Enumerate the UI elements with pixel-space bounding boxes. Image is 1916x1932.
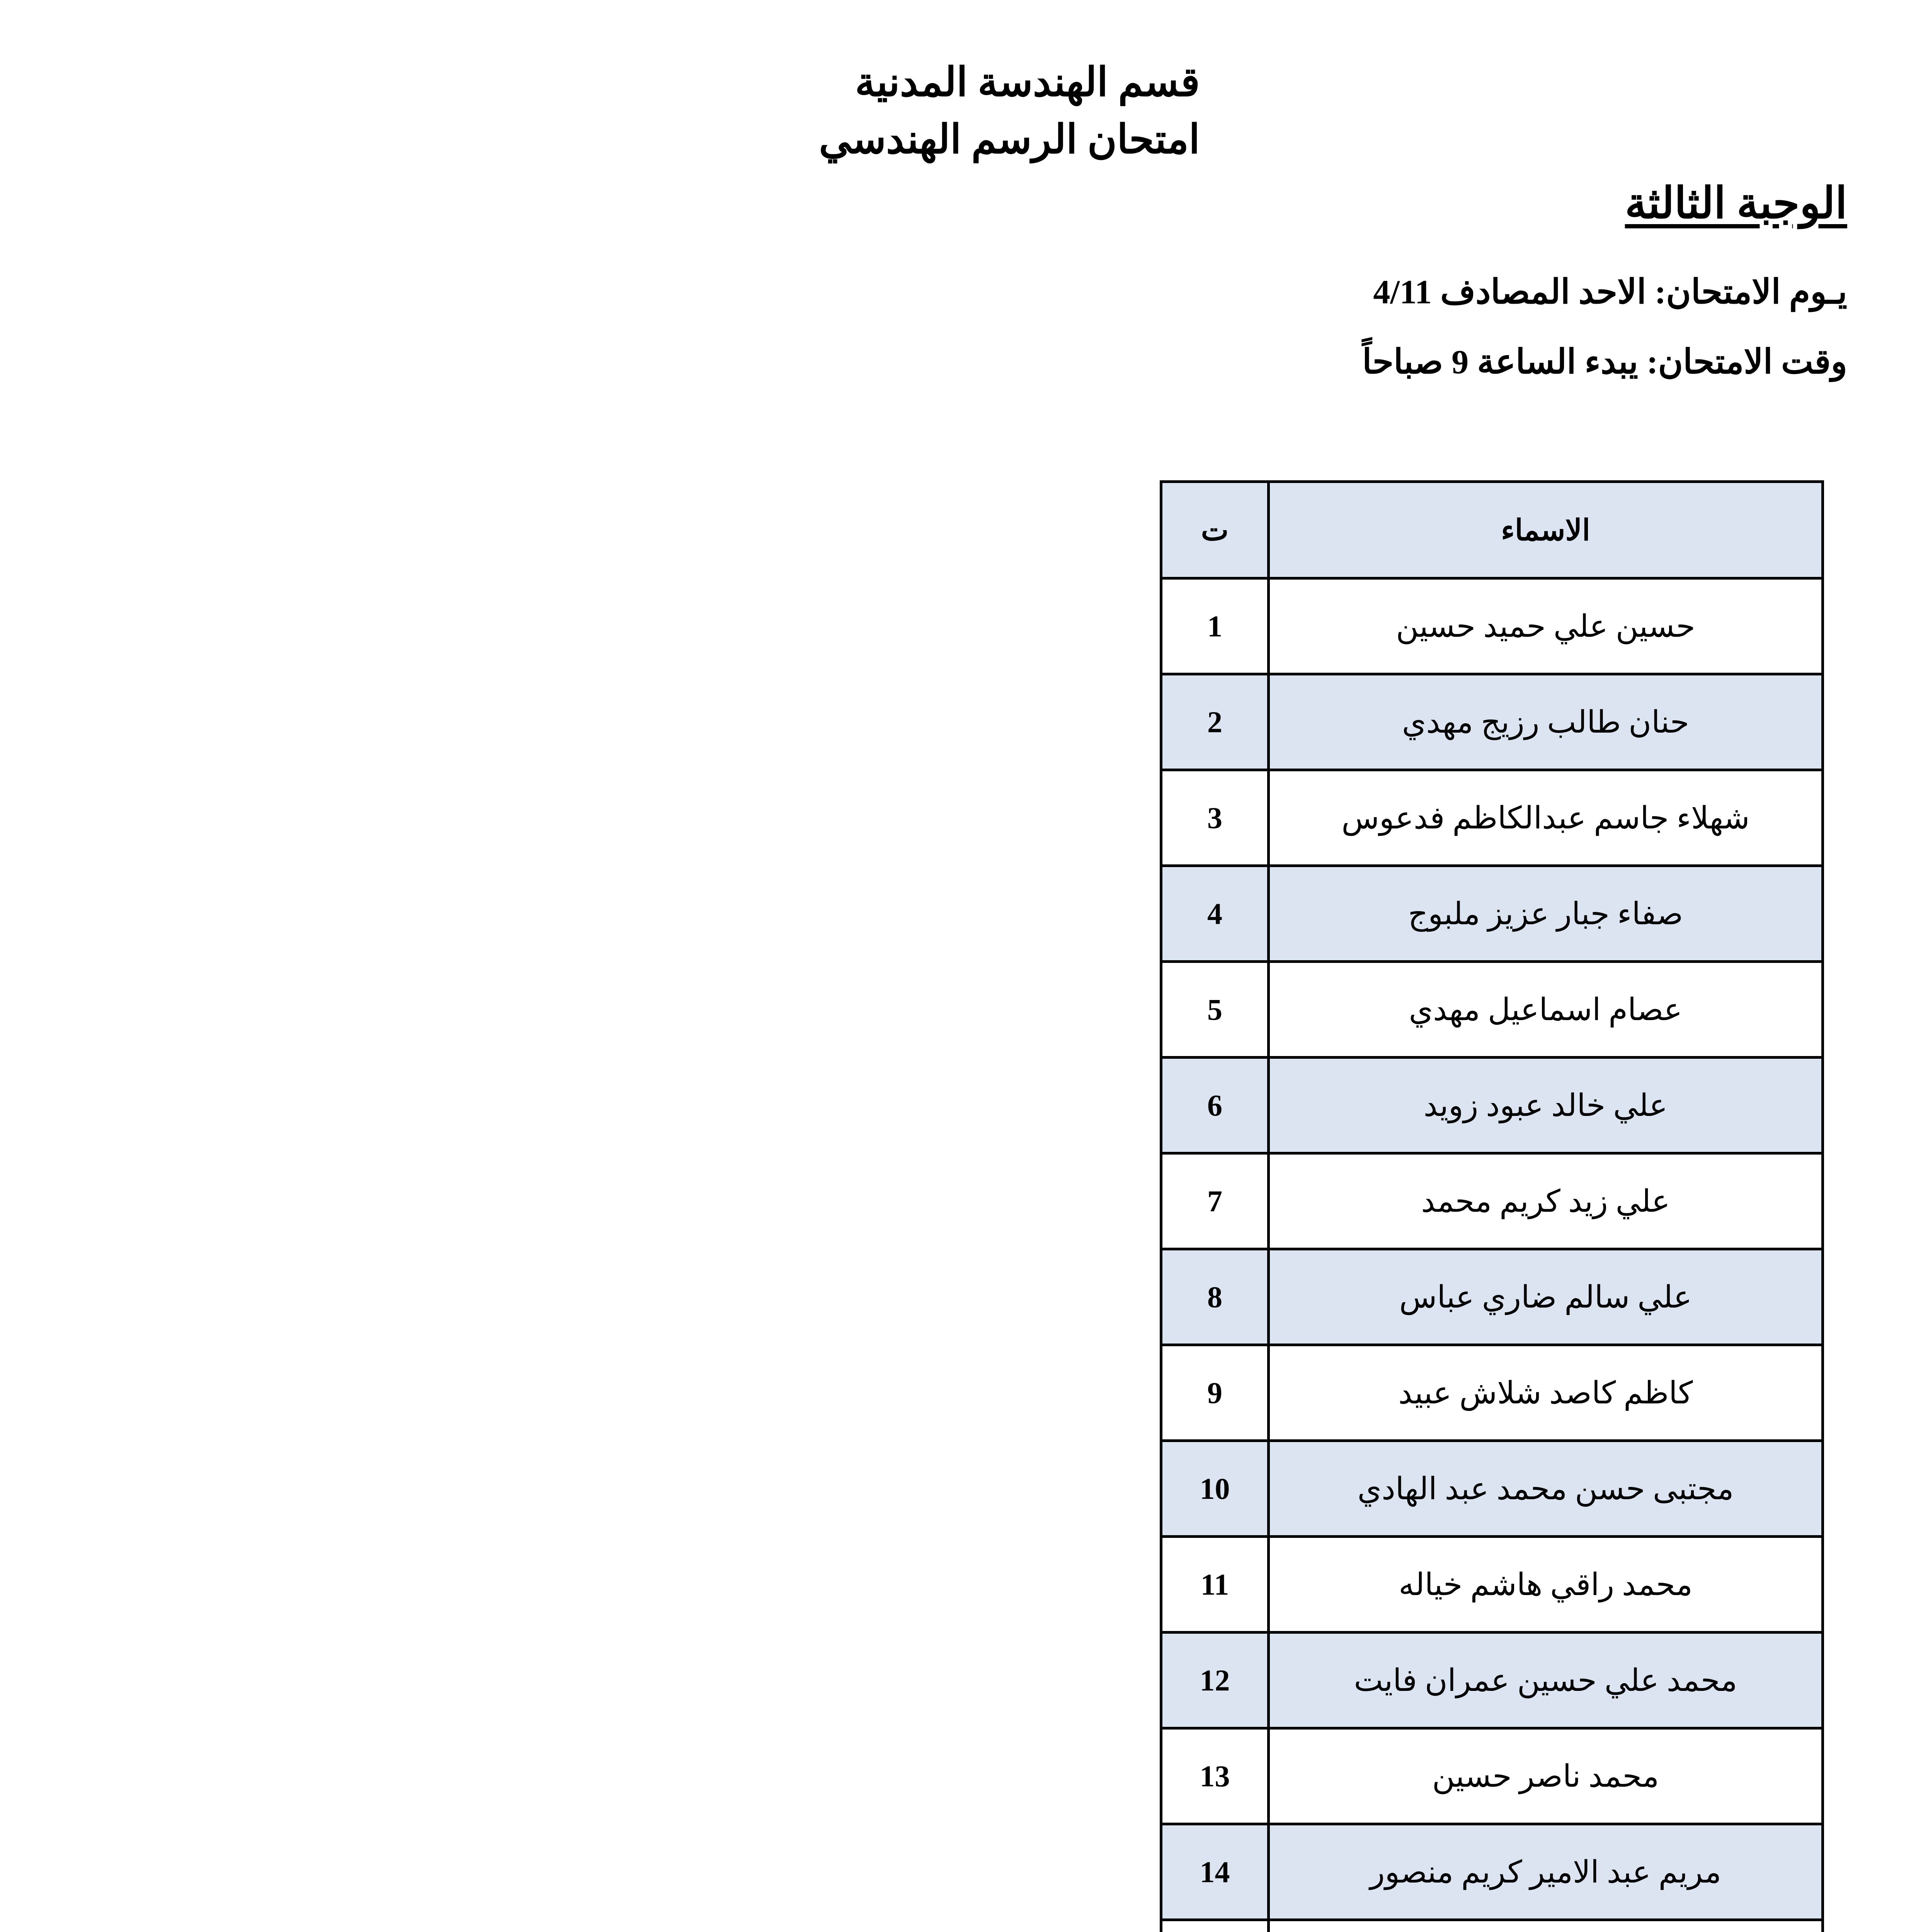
department-name: قسم الهندسة المدنية bbox=[855, 60, 1200, 105]
table-row: علي زيد كريم محمد 7 bbox=[1160, 1152, 1824, 1250]
student-names-table: الاسماء ت حسين علي حميد حسين 1 حنان طالب ر… bbox=[1160, 480, 1824, 1932]
column-header-number: ت bbox=[1160, 480, 1270, 580]
student-names-table-container: الاسماء ت حسين علي حميد حسين 1 حنان طالب ر… bbox=[1160, 480, 1824, 1932]
exam-subject: امتحان الرسم الهندسي bbox=[819, 117, 1200, 162]
student-name-cell: محمد راقي هاشم خياله bbox=[1267, 1535, 1824, 1634]
table-row: عصام اسماعيل مهدي 5 bbox=[1160, 960, 1824, 1059]
table-row: شهلاء جاسم عبدالكاظم فدعوس 3 bbox=[1160, 769, 1824, 867]
exam-time-line: وقت الامتحان: يبدء الساعة 9 صباحاً bbox=[1362, 344, 1847, 381]
student-name-cell: محمد ناصر حسين bbox=[1267, 1727, 1824, 1825]
row-number-cell: 15 bbox=[1160, 1918, 1270, 1932]
row-number-cell: 7 bbox=[1160, 1152, 1270, 1250]
table-row: محمد ناصر حسين 13 bbox=[1160, 1727, 1824, 1825]
table-row: مريم عبد الامير كريم منصور 14 bbox=[1160, 1823, 1824, 1921]
row-number-cell: 12 bbox=[1160, 1631, 1270, 1730]
student-name-cell: علي زيد كريم محمد bbox=[1267, 1152, 1824, 1250]
row-number-cell: 4 bbox=[1160, 864, 1270, 963]
student-name-cell: علي خالد عبود زويد bbox=[1267, 1056, 1824, 1155]
student-name-cell: عصام اسماعيل مهدي bbox=[1267, 960, 1824, 1059]
row-number-cell: 13 bbox=[1160, 1727, 1270, 1825]
table-row: كاظم كاصد شلاش عبيد 9 bbox=[1160, 1344, 1824, 1442]
table-row: صفاء جبار عزيز ملبوج 4 bbox=[1160, 864, 1824, 963]
department-header: قسم الهندسة المدنية امتحان الرسم الهندسي bbox=[767, 54, 1200, 168]
row-number-cell: 14 bbox=[1160, 1823, 1270, 1921]
student-name-cell: صفاء جبار عزيز ملبوج bbox=[1267, 864, 1824, 963]
student-name-cell: علي سالم ضاري عباس bbox=[1267, 1248, 1824, 1346]
table-row: محمد راقي هاشم خياله 11 bbox=[1160, 1535, 1824, 1634]
student-name-cell: حنان طالب رزيج مهدي bbox=[1267, 673, 1824, 771]
student-name-cell: شهلاء جاسم عبدالكاظم فدعوس bbox=[1267, 769, 1824, 867]
row-number-cell: 3 bbox=[1160, 769, 1270, 867]
row-number-cell: 11 bbox=[1160, 1535, 1270, 1634]
exam-day-line: يـوم الامتحان: الاحد المصادف 4/11 bbox=[1373, 273, 1847, 311]
student-name-cell: حسين علي حميد حسين bbox=[1267, 577, 1824, 675]
student-name-cell: محمد علي حسين عمران فايت bbox=[1267, 1631, 1824, 1730]
row-number-cell: 10 bbox=[1160, 1439, 1270, 1538]
table-row: علي خالد عبود زويد 6 bbox=[1160, 1056, 1824, 1155]
table-row: علي سالم ضاري عباس 8 bbox=[1160, 1248, 1824, 1346]
column-header-name: الاسماء bbox=[1267, 480, 1824, 580]
table-row: محمد علي حسين عمران فايت 12 bbox=[1160, 1631, 1824, 1730]
student-name-cell: مجتبى حسن محمد عبد الهادي bbox=[1267, 1439, 1824, 1538]
row-number-cell: 5 bbox=[1160, 960, 1270, 1059]
exam-info-block: الوجبة الثالثة يـوم الامتحان: الاحد المص… bbox=[1221, 176, 1847, 410]
batch-title: الوجبة الثالثة bbox=[1625, 180, 1847, 228]
student-name-cell: مصطفى محمد زكي صالح bbox=[1267, 1918, 1824, 1932]
table-body: حسين علي حميد حسين 1 حنان طالب رزيج مهدي 2 ش… bbox=[1160, 577, 1824, 1932]
student-name-cell: كاظم كاصد شلاش عبيد bbox=[1267, 1344, 1824, 1442]
row-number-cell: 6 bbox=[1160, 1056, 1270, 1155]
row-number-cell: 9 bbox=[1160, 1344, 1270, 1442]
table-row: مصطفى محمد زكي صالح15 bbox=[1160, 1918, 1824, 1932]
row-number-cell: 1 bbox=[1160, 577, 1270, 675]
table-row: حسين علي حميد حسين 1 bbox=[1160, 577, 1824, 675]
student-name-cell: مريم عبد الامير كريم منصور bbox=[1267, 1823, 1824, 1921]
table-row: حنان طالب رزيج مهدي 2 bbox=[1160, 673, 1824, 771]
table-header: الاسماء ت bbox=[1160, 480, 1824, 580]
row-number-cell: 8 bbox=[1160, 1248, 1270, 1346]
row-number-cell: 2 bbox=[1160, 673, 1270, 771]
table-row: مجتبى حسن محمد عبد الهادي 10 bbox=[1160, 1439, 1824, 1538]
table-header-row: الاسماء ت bbox=[1160, 480, 1824, 580]
